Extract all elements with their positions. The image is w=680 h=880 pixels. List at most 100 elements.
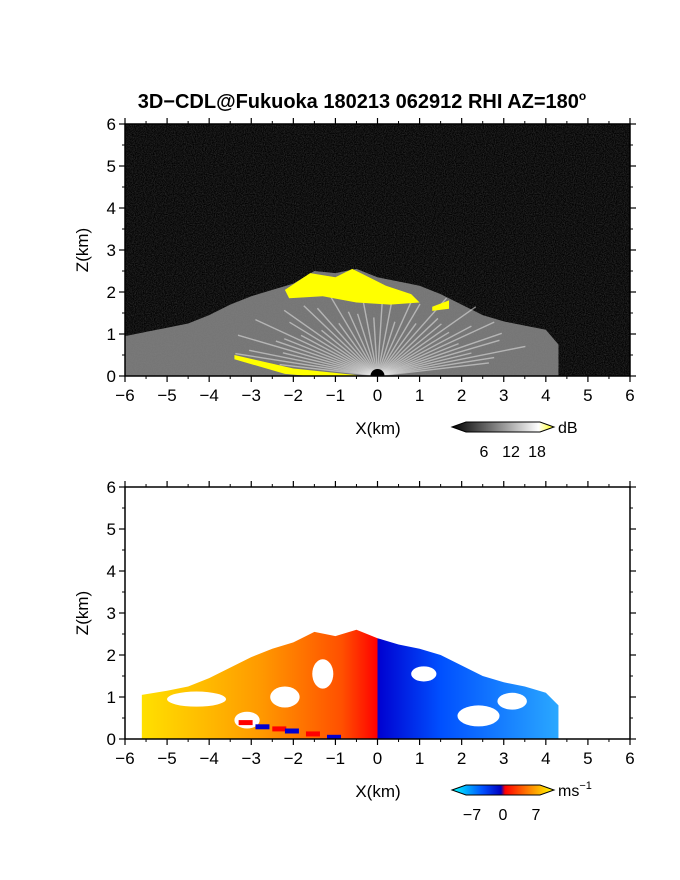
velocity-data-gap xyxy=(497,692,527,710)
reflectivity-ray xyxy=(275,340,378,376)
reflectivity-ray xyxy=(377,331,450,376)
reflectivity-ray xyxy=(338,322,379,376)
reflectivity-ray xyxy=(376,323,417,376)
velocity-colorbar: ms−1 −7 0 7 xyxy=(450,780,592,824)
velocity-ytick-label: 0 xyxy=(107,730,116,749)
reflectivity-ray xyxy=(377,306,477,376)
reflectivity-xtick-label: −3 xyxy=(242,386,261,405)
reflectivity-xtick-label: 3 xyxy=(499,386,508,405)
reflectivity-ray xyxy=(377,323,442,376)
reflectivity-xtick-label: −2 xyxy=(284,386,303,405)
reflectivity-ray xyxy=(377,332,503,376)
velocity-colorbar-tick-7: 7 xyxy=(532,807,541,824)
reflectivity-ytick-label: 0 xyxy=(107,367,116,386)
velocity-xlabel: X(km) xyxy=(355,782,400,801)
velocity-panel: −6 −5 −4 −3 −2 −1 0 1 2 3 4 5 6 0 1 2 3 4 5 6 Z(km) X(km) m… xyxy=(73,478,636,824)
velocity-approaching-region xyxy=(141,629,378,739)
reflectivity-ray xyxy=(377,321,495,376)
velocity-xtick-label: −5 xyxy=(157,749,176,768)
velocity-xtick-label: −3 xyxy=(242,749,261,768)
velocity-xtick-label: −4 xyxy=(199,749,218,768)
velocity-xtick-label: 3 xyxy=(499,749,508,768)
reflectivity-xtick-label: 1 xyxy=(415,386,424,405)
reflectivity-colorbar-unit: dB xyxy=(558,420,578,437)
reflectivity-xtick-label: 6 xyxy=(625,386,634,405)
high-reflectivity-patches xyxy=(234,268,450,376)
reflectivity-ray xyxy=(289,321,378,376)
reflectivity-colorbar-tick-12: 12 xyxy=(502,444,520,461)
reflectivity-ray xyxy=(279,363,378,376)
reflectivity-ray xyxy=(377,356,495,376)
reflectivity-rays xyxy=(235,288,526,376)
reflectivity-ray xyxy=(255,319,378,376)
velocity-speck xyxy=(305,731,320,737)
reflectivity-ray xyxy=(376,303,383,376)
figure-title: 3D−CDL@Fukuoka 180213 062912 RHI AZ=180o xyxy=(138,89,587,113)
reflectivity-ray xyxy=(303,305,378,376)
velocity-xtick-label: 4 xyxy=(541,749,550,768)
reflectivity-ytick-label: 1 xyxy=(107,325,116,344)
reflectivity-ray xyxy=(377,317,439,376)
velocity-speck xyxy=(272,726,287,732)
velocity-speck xyxy=(327,734,341,739)
velocity-colorbar-bar xyxy=(450,784,556,796)
reflectivity-ray xyxy=(377,352,472,376)
velocity-data-gap xyxy=(167,691,227,707)
reflectivity-ray xyxy=(300,334,378,376)
reflectivity-echo-region xyxy=(125,268,559,376)
velocity-xtick-label: 5 xyxy=(583,749,592,768)
reflectivity-ray xyxy=(376,292,395,376)
reflectivity-colorbar-bar xyxy=(450,421,556,433)
reflectivity-xtick-label: 5 xyxy=(583,386,592,405)
velocity-colorbar-tick-neg7: −7 xyxy=(463,807,481,824)
velocity-ytick-label: 1 xyxy=(107,688,116,707)
velocity-data-gap xyxy=(411,666,437,682)
reflectivity-ray xyxy=(360,288,379,376)
reflectivity-ray xyxy=(328,293,379,376)
reflectivity-ytick-label: 5 xyxy=(107,157,116,176)
velocity-data-gap xyxy=(457,705,500,727)
reflectivity-ray xyxy=(316,307,379,376)
velocity-xtick-label: 1 xyxy=(415,749,424,768)
velocity-data-gap xyxy=(270,686,300,708)
reflectivity-ytick-label: 3 xyxy=(107,241,116,260)
velocity-xtick-label: 2 xyxy=(457,749,466,768)
reflectivity-ray xyxy=(376,297,414,376)
velocity-ytick-label: 3 xyxy=(107,604,116,623)
reflectivity-xtick-label: 2 xyxy=(457,386,466,405)
reflectivity-ray xyxy=(373,317,379,376)
reflectivity-ray xyxy=(376,297,448,376)
reflectivity-colorbar: dB 6 12 18 xyxy=(450,420,578,461)
radar-site-marker xyxy=(370,369,385,376)
reflectivity-ray xyxy=(377,345,526,376)
velocity-data-gaps xyxy=(167,659,527,729)
velocity-xtick-label: 0 xyxy=(373,749,382,768)
reflectivity-xlabel: X(km) xyxy=(355,419,400,438)
reflectivity-ray xyxy=(376,321,396,376)
velocity-ylabel: Z(km) xyxy=(73,591,92,635)
velocity-speck xyxy=(238,720,253,726)
velocity-ytick-label: 5 xyxy=(107,520,116,539)
reflectivity-colorbar-tick-6: 6 xyxy=(480,444,489,461)
velocity-ytick-label: 4 xyxy=(107,562,116,581)
reflectivity-ray xyxy=(283,309,378,376)
reflectivity-xtick-label: −5 xyxy=(157,386,176,405)
velocity-ytick-label: 2 xyxy=(107,646,116,665)
high-reflectivity-patch xyxy=(432,300,450,311)
title-degree: o xyxy=(579,89,586,103)
velocity-xtick-label: −6 xyxy=(115,749,134,768)
reflectivity-ray xyxy=(377,362,489,376)
velocity-ytick-label: 6 xyxy=(107,478,116,497)
reflectivity-ray xyxy=(249,349,378,376)
reflectivity-colorbar-tick-18: 18 xyxy=(528,444,546,461)
reflectivity-ray xyxy=(377,339,500,376)
reflectivity-ray xyxy=(376,303,421,376)
velocity-data-gap xyxy=(312,659,334,689)
reflectivity-ytick-label: 2 xyxy=(107,283,116,302)
velocity-speck xyxy=(284,728,299,734)
velocity-speck xyxy=(255,724,270,730)
high-reflectivity-patch xyxy=(234,355,357,376)
reflectivity-ytick-label: 6 xyxy=(107,115,116,134)
